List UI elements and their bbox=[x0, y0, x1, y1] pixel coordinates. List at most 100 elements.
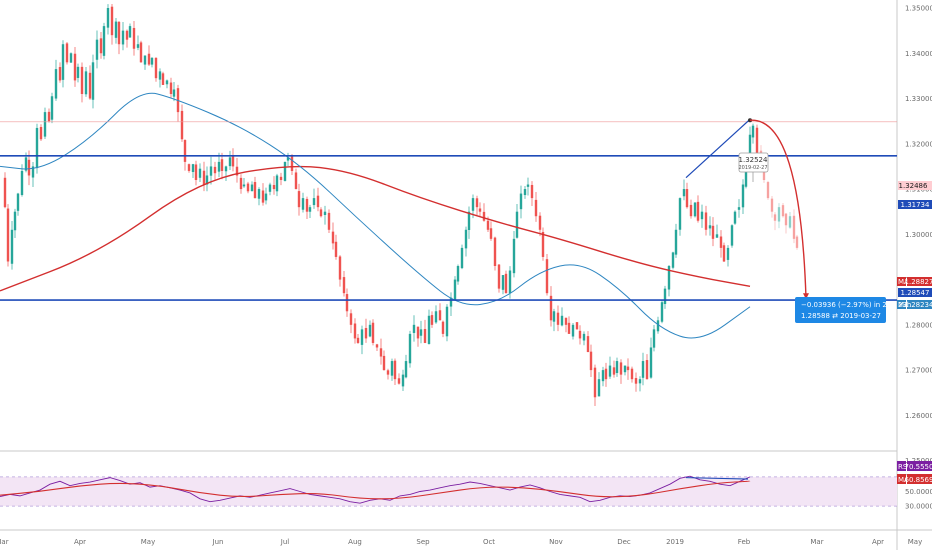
candle-up bbox=[419, 329, 423, 336]
ma-red-tag: MA 1.28827 bbox=[897, 277, 932, 286]
candle-up bbox=[76, 66, 80, 78]
candle-up bbox=[264, 193, 268, 201]
candle-up bbox=[412, 324, 416, 333]
candle-down bbox=[327, 212, 331, 230]
candle-up bbox=[217, 161, 221, 172]
candle-up bbox=[693, 202, 697, 217]
candle-up bbox=[560, 315, 564, 326]
candle-up bbox=[102, 26, 106, 56]
rsi-lines bbox=[0, 475, 751, 504]
candle-up bbox=[715, 234, 719, 238]
last-price-tag: 1.32486 bbox=[898, 181, 932, 190]
candle-up bbox=[228, 157, 232, 167]
candle-down bbox=[356, 337, 360, 343]
candle-down bbox=[261, 190, 265, 203]
price-tick-label: 1.34000 bbox=[905, 50, 932, 58]
candle-up bbox=[143, 55, 147, 65]
candle-up bbox=[250, 184, 254, 192]
candle-down bbox=[39, 127, 43, 140]
rsi-label: RSI bbox=[898, 463, 909, 471]
callout-date: 2019-02-27 bbox=[738, 165, 767, 171]
candle-down bbox=[239, 177, 243, 190]
candle-up bbox=[737, 207, 741, 210]
time-tick-label: Apr bbox=[74, 538, 86, 546]
candle-up bbox=[456, 266, 460, 282]
candle-down bbox=[773, 214, 777, 221]
candle-down bbox=[770, 198, 774, 212]
candle-down bbox=[541, 232, 545, 257]
candle-up bbox=[788, 216, 792, 228]
candle-down bbox=[685, 189, 689, 208]
projection-info[interactable]: −0.03936 (−2.97%) in 27d 23h 1.28588 ⇄ 2… bbox=[795, 297, 911, 323]
candle-up bbox=[257, 189, 261, 199]
ma-blue-name: MA bbox=[898, 301, 909, 309]
candle-down bbox=[338, 256, 342, 280]
candle-down bbox=[272, 184, 276, 190]
candle-down bbox=[371, 322, 375, 343]
candle-down bbox=[556, 312, 560, 325]
candle-down bbox=[575, 322, 579, 330]
candle-up bbox=[552, 311, 556, 322]
candle-down bbox=[386, 370, 390, 375]
price-callout[interactable]: 1.32524 2019-02-27 bbox=[738, 152, 769, 182]
candle-down bbox=[423, 328, 427, 343]
candle-up bbox=[733, 211, 737, 224]
candle-up bbox=[777, 207, 781, 222]
time-tick-label: May bbox=[141, 538, 155, 546]
candle-down bbox=[704, 212, 708, 230]
candle-up bbox=[744, 161, 748, 187]
candle-down bbox=[345, 294, 349, 312]
candle-up bbox=[512, 238, 516, 274]
candle-up bbox=[671, 252, 675, 268]
candle-down bbox=[504, 273, 508, 294]
candle-down bbox=[475, 198, 479, 208]
candle-up bbox=[467, 211, 471, 231]
candle-down bbox=[781, 205, 785, 217]
candle-up bbox=[408, 333, 412, 364]
candle-up bbox=[623, 365, 627, 373]
candle-down bbox=[578, 330, 582, 339]
candle-down bbox=[297, 191, 301, 208]
candle-up bbox=[172, 89, 176, 97]
candle-down bbox=[497, 264, 501, 289]
candle-up bbox=[526, 184, 530, 187]
candle-up bbox=[582, 333, 586, 341]
price-tick-label: 1.30000 bbox=[905, 231, 932, 239]
candle-up bbox=[508, 270, 512, 294]
candle-down bbox=[110, 6, 114, 36]
trend-line bbox=[685, 119, 750, 179]
projection-text: −0.03936 (−2.97%) in 27d 23h bbox=[801, 301, 911, 309]
time-tick-label: Jul bbox=[280, 538, 290, 546]
candle-up bbox=[663, 288, 667, 305]
candle-up bbox=[24, 157, 28, 171]
ma-blue-value: 1.28234 bbox=[905, 301, 932, 309]
projection-subtext: 1.28588 ⇄ 2019-03-27 bbox=[801, 312, 881, 320]
candle-down bbox=[117, 21, 121, 45]
candle-up bbox=[95, 39, 99, 60]
time-tick-label: Apr bbox=[872, 538, 884, 546]
candle-up bbox=[656, 320, 660, 332]
candle-up bbox=[674, 229, 678, 255]
candle-up bbox=[20, 170, 24, 196]
candle-up bbox=[61, 44, 65, 80]
candle-up bbox=[191, 164, 195, 173]
candle-up bbox=[427, 315, 431, 344]
candle-down bbox=[161, 73, 165, 85]
time-tick-label: Feb bbox=[738, 538, 751, 546]
candle-up bbox=[390, 361, 394, 376]
candle-up bbox=[114, 21, 118, 38]
price-tick-label: 1.33000 bbox=[905, 95, 932, 103]
candle-up bbox=[84, 71, 88, 95]
candle-up bbox=[638, 379, 642, 384]
candle-up bbox=[10, 229, 14, 264]
candle-up bbox=[453, 279, 457, 300]
candle-down bbox=[441, 321, 445, 334]
candle-up bbox=[519, 193, 523, 210]
candle-up bbox=[150, 57, 154, 65]
candle-down bbox=[349, 313, 353, 325]
candle-up bbox=[615, 361, 619, 374]
candle-down bbox=[99, 38, 103, 54]
candle-up bbox=[165, 80, 169, 85]
time-tick-label: Nov bbox=[549, 538, 563, 546]
